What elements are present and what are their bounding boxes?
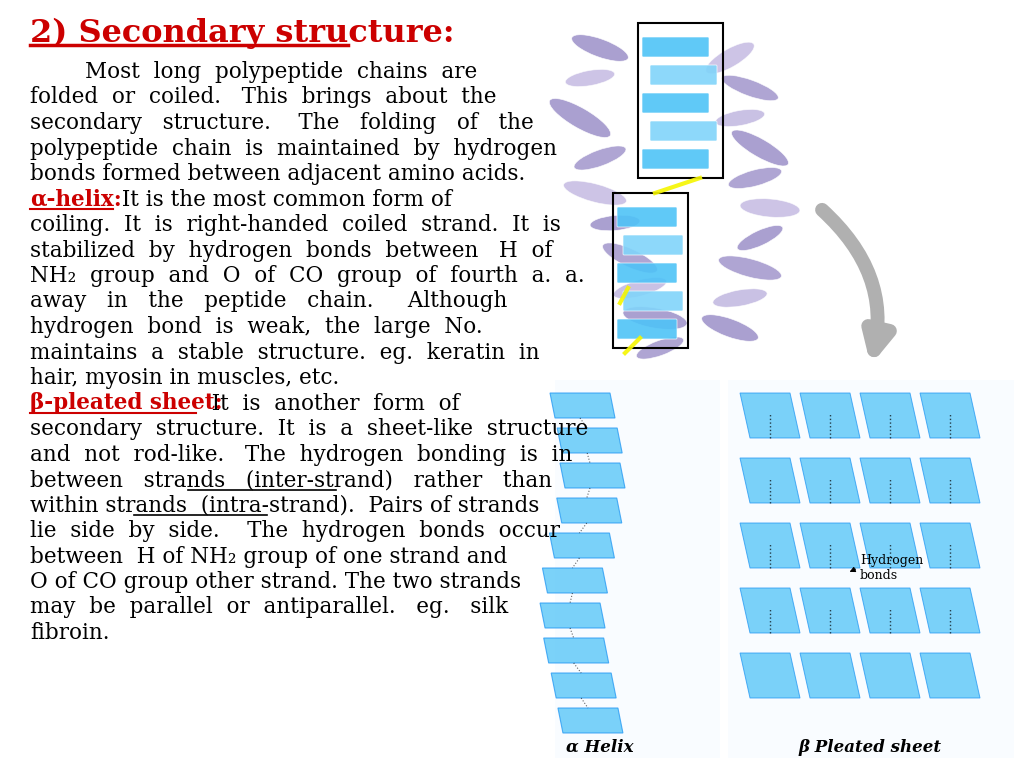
Text: hair, myosin in muscles, etc.: hair, myosin in muscles, etc. [30,367,339,389]
Polygon shape [800,523,860,568]
Polygon shape [800,393,860,438]
Polygon shape [544,638,608,663]
Polygon shape [560,463,625,488]
Text: between   strands   (inter-strand)   rather   than: between strands (inter-strand) rather th… [30,469,552,491]
Text: Most  long  polypeptide  chains  are: Most long polypeptide chains are [30,61,477,83]
FancyBboxPatch shape [623,235,683,255]
Ellipse shape [590,215,640,230]
Text: secondary  structure.  It  is  a  sheet-like  structure: secondary structure. It is a sheet-like … [30,418,588,440]
Ellipse shape [613,277,667,299]
Text: between  H of NH₂ group of one strand and: between H of NH₂ group of one strand and [30,545,507,568]
Text: maintains  a  stable  structure.  eg.  keratin  in: maintains a stable structure. eg. kerati… [30,342,540,363]
Polygon shape [558,708,623,733]
FancyBboxPatch shape [617,207,677,227]
Polygon shape [920,523,980,568]
Ellipse shape [731,130,788,166]
Text: It  is  another  form  of: It is another form of [198,392,460,415]
Polygon shape [920,393,980,438]
Ellipse shape [722,75,778,101]
Text: NH₂  group  and  O  of  CO  group  of  fourth  a.  a.: NH₂ group and O of CO group of fourth a.… [30,265,585,287]
Bar [613,193,688,348]
Polygon shape [740,393,800,438]
Polygon shape [860,588,920,633]
Ellipse shape [602,243,657,273]
Ellipse shape [574,146,626,170]
Polygon shape [740,653,800,698]
Polygon shape [860,523,920,568]
Polygon shape [920,588,980,633]
Text: O of CO group other strand. The two strands: O of CO group other strand. The two stra… [30,571,521,593]
FancyBboxPatch shape [642,149,709,169]
FancyBboxPatch shape [650,121,717,141]
Polygon shape [920,653,980,698]
Ellipse shape [740,199,800,217]
Bar [555,380,720,758]
FancyBboxPatch shape [642,37,709,57]
Ellipse shape [636,337,684,359]
Text: It is the most common form of: It is the most common form of [115,188,452,210]
Polygon shape [551,673,616,698]
Polygon shape [860,653,920,698]
Text: and  not  rod-like.   The  hydrogen  bonding  is  in: and not rod-like. The hydrogen bonding i… [30,443,572,465]
Ellipse shape [737,226,783,250]
Polygon shape [860,458,920,503]
Ellipse shape [716,109,765,127]
Ellipse shape [549,98,610,137]
Polygon shape [550,533,614,558]
Text: within strands  (intra-strand).  Pairs of strands: within strands (intra-strand). Pairs of … [30,495,540,517]
Polygon shape [800,588,860,633]
FancyBboxPatch shape [617,263,677,283]
Polygon shape [740,588,800,633]
Ellipse shape [719,256,781,280]
Polygon shape [920,458,980,503]
Polygon shape [557,498,622,523]
Ellipse shape [706,42,755,74]
Ellipse shape [701,315,759,341]
Ellipse shape [571,35,629,61]
Polygon shape [860,393,920,438]
Text: lie  side  by  side.    The  hydrogen  bonds  occur: lie side by side. The hydrogen bonds occ… [30,520,560,542]
Polygon shape [800,653,860,698]
Polygon shape [740,458,800,503]
Text: stabilized  by  hydrogen  bonds  between   H  of: stabilized by hydrogen bonds between H o… [30,240,553,261]
Polygon shape [557,428,623,453]
Polygon shape [740,523,800,568]
FancyBboxPatch shape [617,319,677,339]
FancyBboxPatch shape [642,93,709,113]
Text: Hydrogen
bonds: Hydrogen bonds [860,554,924,582]
Text: polypeptide  chain  is  maintained  by  hydrogen: polypeptide chain is maintained by hydro… [30,137,557,160]
Text: may  be  parallel  or  antiparallel.   eg.   silk: may be parallel or antiparallel. eg. sil… [30,597,508,618]
Polygon shape [800,458,860,503]
Text: β-pleated sheet:: β-pleated sheet: [30,392,222,415]
Polygon shape [543,568,607,593]
Polygon shape [540,603,605,628]
Polygon shape [550,393,615,418]
Text: β Pleated sheet: β Pleated sheet [799,739,941,756]
Text: 2) Secondary structure:: 2) Secondary structure: [30,18,455,49]
Text: secondary   structure.    The   folding   of   the: secondary structure. The folding of the [30,112,534,134]
Text: folded  or  coiled.   This  brings  about  the: folded or coiled. This brings about the [30,87,497,108]
Text: hydrogen  bond  is  weak,  the  large  No.: hydrogen bond is weak, the large No. [30,316,482,338]
Bar [638,23,723,178]
Text: α-helix:: α-helix: [30,188,122,210]
Text: away   in   the   peptide   chain.     Although: away in the peptide chain. Although [30,290,507,313]
Text: α Helix: α Helix [566,739,634,756]
Text: fibroin.: fibroin. [30,622,110,644]
Ellipse shape [565,69,614,87]
Text: bonds formed between adjacent amino acids.: bonds formed between adjacent amino acid… [30,163,525,185]
FancyBboxPatch shape [650,65,717,85]
Ellipse shape [623,306,687,329]
Ellipse shape [728,167,781,188]
Bar [728,380,1014,758]
FancyBboxPatch shape [623,291,683,311]
Text: coiling.  It  is  right-handed  coiled  strand.  It  is: coiling. It is right-handed coiled stran… [30,214,561,236]
Ellipse shape [713,289,767,307]
Ellipse shape [563,181,627,205]
